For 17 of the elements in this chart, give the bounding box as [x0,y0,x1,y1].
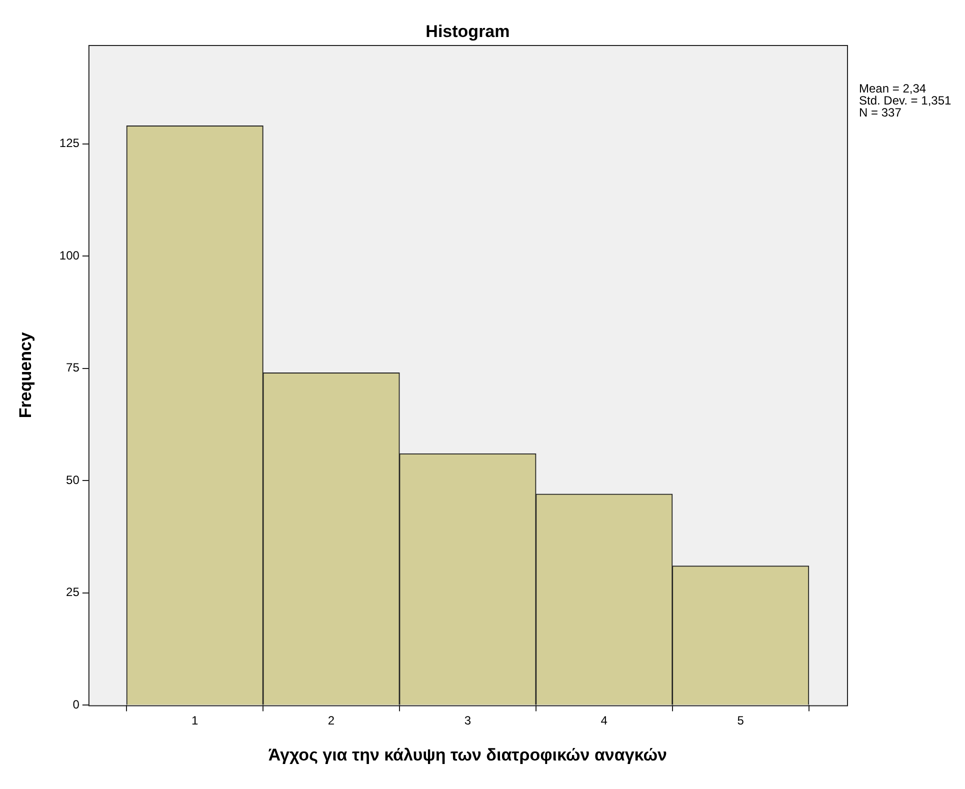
text: Mean = 2,34 [859,81,926,96]
x-tick-label: 4 [600,714,608,728]
y-tick-label: 0 [72,698,80,712]
y-axis-title: Frequency [16,332,35,418]
text: Std. Dev. = 1,351 [859,93,952,108]
y-tick-label: 75 [66,360,80,375]
x-tick-label: 5 [737,714,744,728]
x-tick-label: 3 [464,714,472,728]
y-tick-label: 50 [66,472,80,487]
chart-title: Histogram [426,22,510,42]
y-tick-label: 125 [59,136,80,150]
x-tick-label: 2 [328,714,335,728]
text: N = 337 [859,105,902,120]
y-tick-label: 100 [59,248,80,262]
x-tick-label: 1 [191,714,198,728]
y-tick-label: 25 [66,585,80,600]
x-axis-title: Άγχος για την κάλυψη των διατροφικών αναγκών [268,745,668,764]
